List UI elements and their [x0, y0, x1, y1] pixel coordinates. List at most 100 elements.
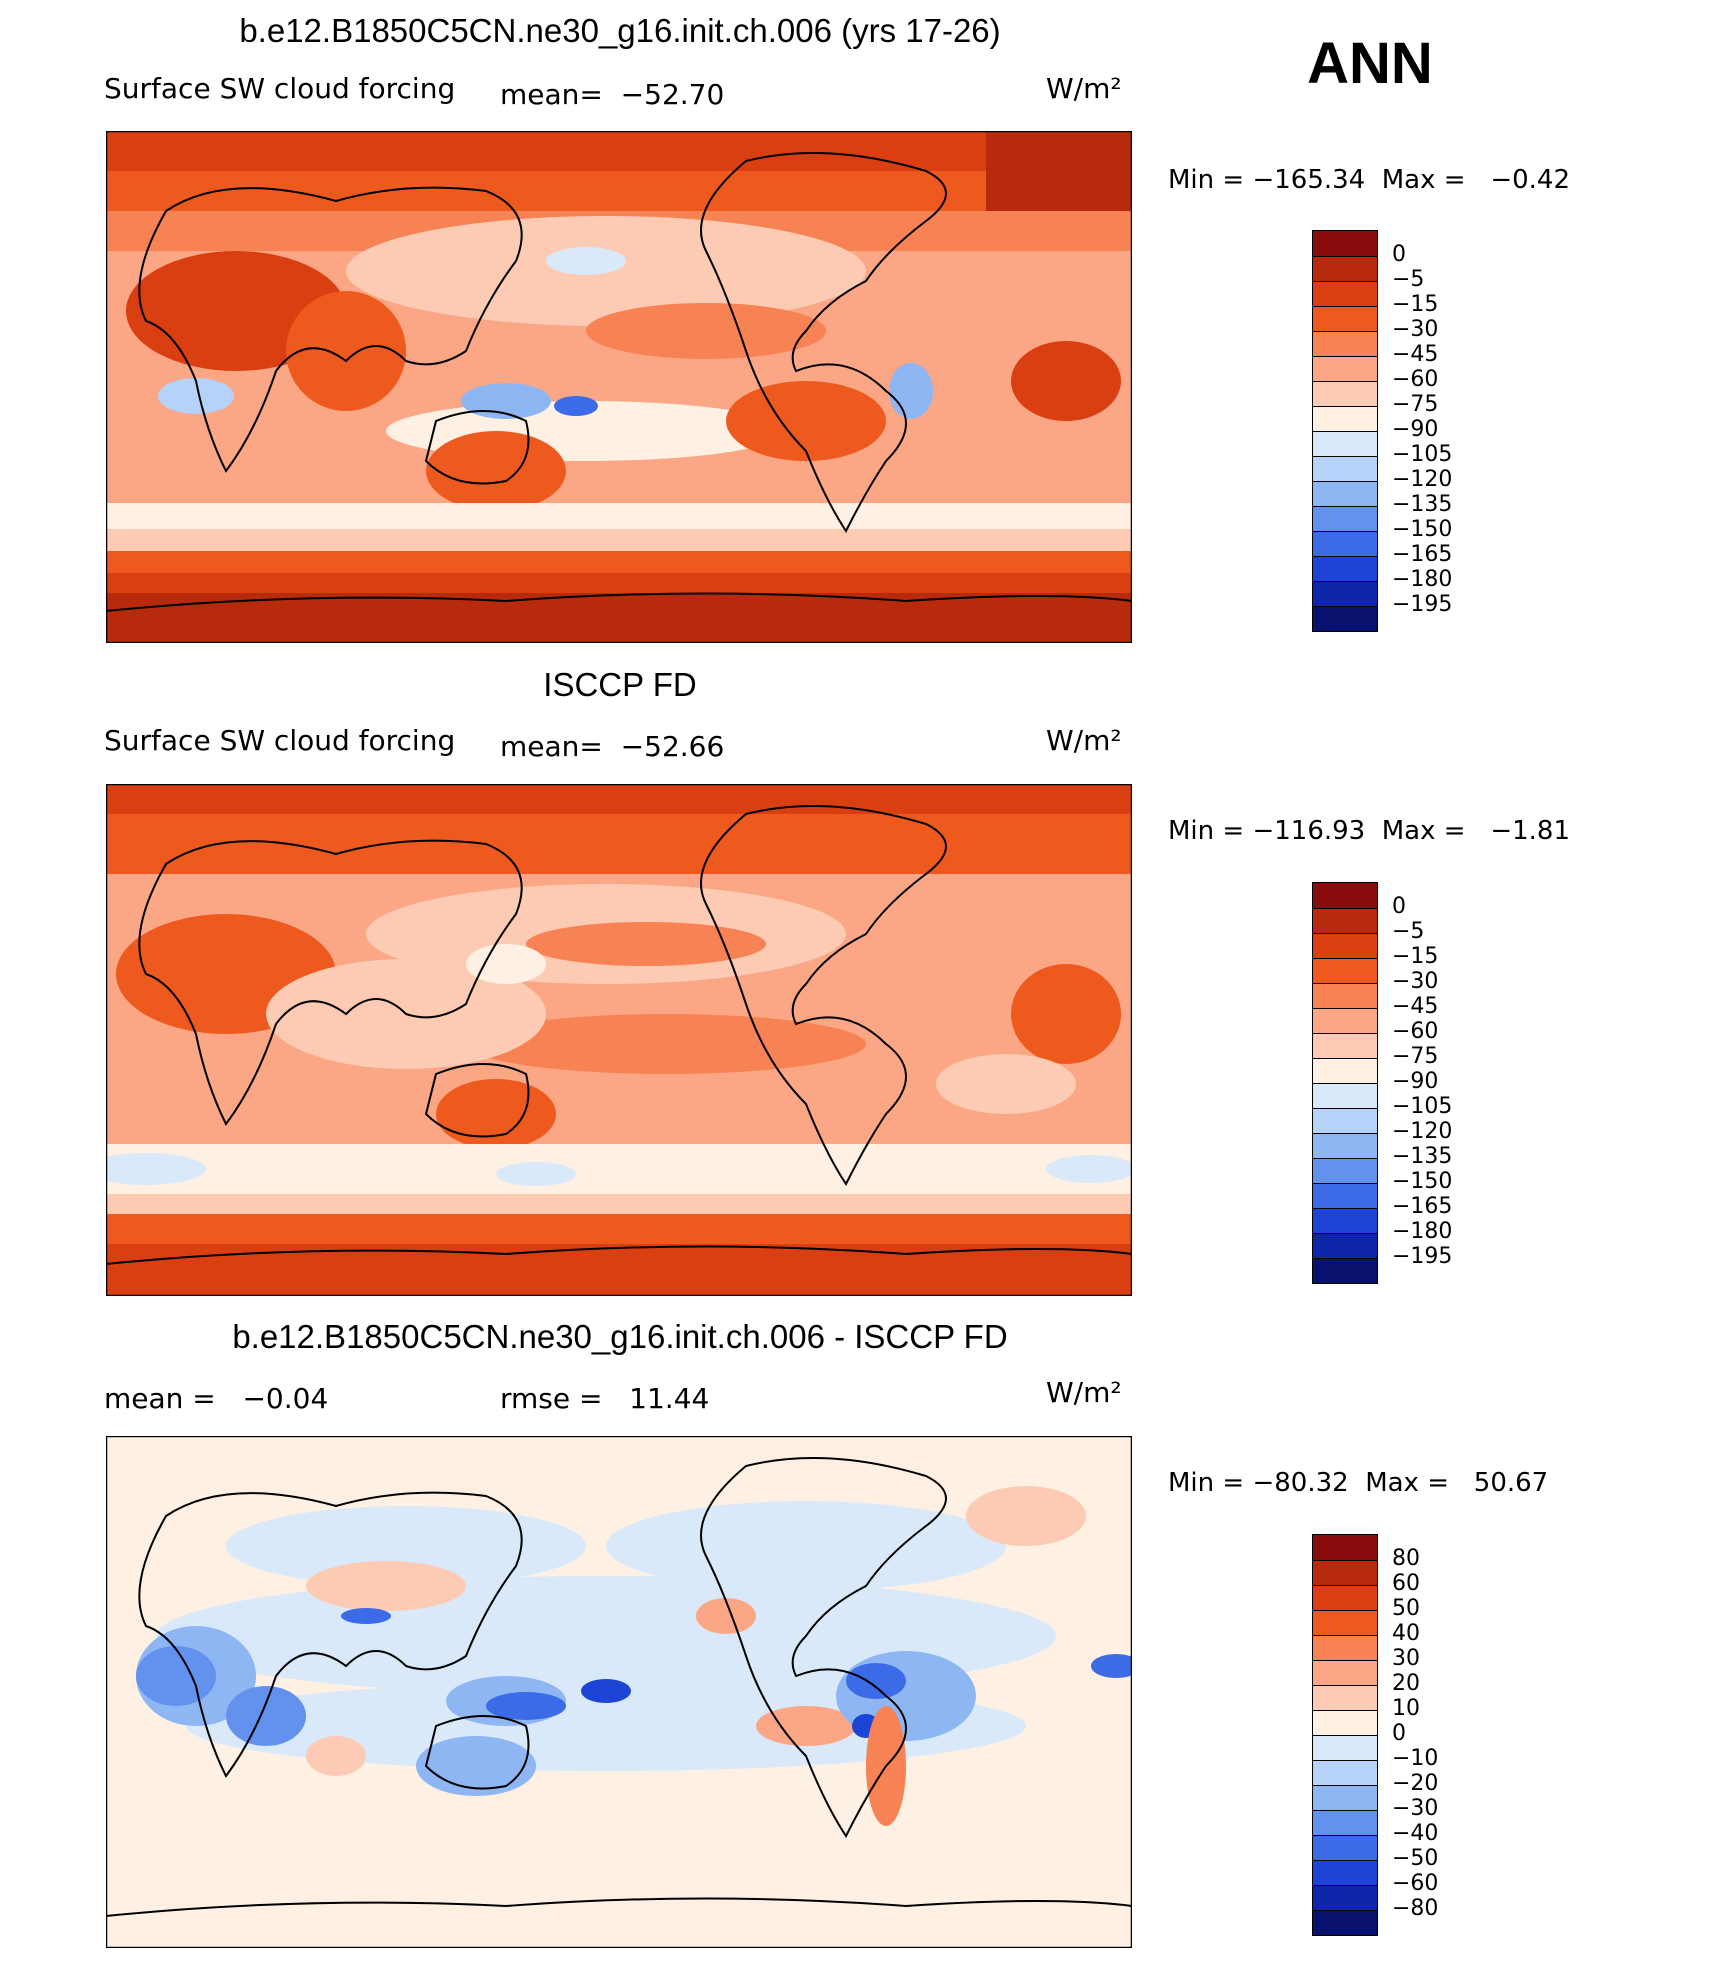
colorbar-swatches — [1312, 882, 1378, 1284]
panel-1-title: b.e12.B1850C5CN.ne30_g16.init.ch.006 (yr… — [239, 12, 1001, 49]
panel-2-minmax: Min = −116.93 Max = −1.81 — [1168, 816, 1571, 846]
colorbar-swatch — [1313, 1133, 1377, 1158]
colorbar-tick-label: −15 — [1392, 944, 1439, 969]
colorbar-swatch — [1313, 983, 1377, 1008]
colorbar-tick-label: −165 — [1392, 542, 1453, 567]
colorbar-tick-label: −40 — [1392, 1821, 1439, 1846]
panel-2-colorbar: 0 −5 −15 −30 −45 −60 −75 −90 −105 −120 −135 −150 −16… — [1312, 882, 1452, 1284]
panel-3-mean-label: mean = −0.04 — [104, 1382, 329, 1415]
colorbar-swatch — [1313, 958, 1377, 983]
colorbar-swatch — [1313, 1760, 1377, 1785]
colorbar-swatch — [1313, 556, 1377, 581]
colorbar-swatch — [1313, 1660, 1377, 1685]
colorbar-swatch — [1313, 281, 1377, 306]
panel-2-units-label: W/m² — [1046, 724, 1122, 757]
panel-2-title: ISCCP FD — [543, 666, 697, 703]
panel-3-units-label: W/m² — [1046, 1376, 1122, 1409]
colorbar-tick-label: −195 — [1392, 592, 1453, 617]
colorbar-swatch — [1313, 506, 1377, 531]
panel-3-title: b.e12.B1850C5CN.ne30_g16.init.ch.006 - I… — [232, 1318, 1008, 1355]
panel-3-rmse-label: rmse = 11.44 — [500, 1382, 710, 1415]
colorbar-tick-label: −15 — [1392, 292, 1439, 317]
colorbar-swatch — [1313, 1810, 1377, 1835]
colorbar-tick-label: −50 — [1392, 1846, 1439, 1871]
colorbar-tick-label: −195 — [1392, 1244, 1453, 1269]
panel-3-minmax: Min = −80.32 Max = 50.67 — [1168, 1468, 1549, 1498]
colorbar-swatch — [1313, 1083, 1377, 1108]
colorbar-tick-label: −120 — [1392, 467, 1453, 492]
colorbar-tick-label: 80 — [1392, 1546, 1420, 1571]
colorbar-tick-label: −75 — [1392, 392, 1439, 417]
colorbar-tick-label: −150 — [1392, 517, 1453, 542]
colorbar-tick-label: −5 — [1392, 267, 1425, 292]
panel-3-colorbar: 80 60 50 40 30 20 10 0 −10 −20 −30 −40 −50 −60 −80 — [1312, 1534, 1438, 1936]
colorbar-tick-label: −30 — [1392, 969, 1439, 994]
colorbar-tick-label: −30 — [1392, 317, 1439, 342]
panel-2-mean-label: mean= −52.66 — [500, 730, 725, 763]
colorbar-swatch — [1313, 356, 1377, 381]
colorbar-swatch — [1313, 908, 1377, 933]
colorbar-swatch — [1313, 1635, 1377, 1660]
colorbar-tick-label: −135 — [1392, 492, 1453, 517]
colorbar-swatch — [1313, 1785, 1377, 1810]
colorbar-swatch — [1313, 1610, 1377, 1635]
colorbar-tick-label: −30 — [1392, 1796, 1439, 1821]
colorbar-tick-label: 0 — [1392, 242, 1406, 267]
colorbar-tick-label: −20 — [1392, 1771, 1439, 1796]
colorbar-swatch — [1313, 456, 1377, 481]
colorbar-tick-label: −45 — [1392, 342, 1439, 367]
panel-1-colorbar: 0 −5 −15 −30 −45 −60 −75 −90 −105 −120 −135 −150 −16… — [1312, 230, 1452, 632]
colorbar-tick-label: −180 — [1392, 567, 1453, 592]
colorbar-swatch — [1313, 1685, 1377, 1710]
colorbar-tick-label: −10 — [1392, 1746, 1439, 1771]
colorbar-tick-label: 20 — [1392, 1671, 1420, 1696]
colorbar-tick-label: −165 — [1392, 1194, 1453, 1219]
season-label: ANN — [1307, 31, 1433, 96]
colorbar-swatch — [1313, 1735, 1377, 1760]
colorbar-tick-label: −80 — [1392, 1896, 1439, 1921]
colorbar-tick-label: −60 — [1392, 367, 1439, 392]
panel-2-map — [106, 784, 1132, 1296]
panel-1-variable-label: Surface SW cloud forcing — [104, 72, 456, 105]
colorbar-swatch — [1313, 231, 1377, 256]
colorbar-swatches — [1312, 230, 1378, 632]
colorbar-swatch — [1313, 883, 1377, 908]
colorbar-swatch — [1313, 1183, 1377, 1208]
panel-1-minmax: Min = −165.34 Max = −0.42 — [1168, 165, 1571, 195]
colorbar-swatch — [1313, 581, 1377, 606]
colorbar-swatch — [1313, 1585, 1377, 1610]
colorbar-swatch — [1313, 256, 1377, 281]
colorbar-tick-label: −180 — [1392, 1219, 1453, 1244]
panel-2-variable-label: Surface SW cloud forcing — [104, 724, 456, 757]
colorbar-swatch — [1313, 406, 1377, 431]
colorbar-swatch — [1313, 1108, 1377, 1133]
colorbar-swatch — [1313, 481, 1377, 506]
colorbar-tick-label: −75 — [1392, 1044, 1439, 1069]
colorbar-tick-label: −150 — [1392, 1169, 1453, 1194]
colorbar-tick-label: −105 — [1392, 1094, 1453, 1119]
colorbar-tick-label: 0 — [1392, 894, 1406, 919]
colorbar-swatch — [1313, 1058, 1377, 1083]
colorbar-swatch — [1313, 306, 1377, 331]
colorbar-tick-label: −105 — [1392, 442, 1453, 467]
colorbar-swatch — [1313, 1208, 1377, 1233]
colorbar-tick-label: −60 — [1392, 1019, 1439, 1044]
colorbar-tick-label: 60 — [1392, 1571, 1420, 1596]
panel-1-map — [106, 131, 1132, 643]
colorbar-tick-label: 0 — [1392, 1721, 1406, 1746]
colorbar-tick-label: 10 — [1392, 1696, 1420, 1721]
panel-3-map — [106, 1436, 1132, 1948]
colorbar-tick-label: −90 — [1392, 1069, 1439, 1094]
colorbar-swatch — [1313, 1710, 1377, 1735]
colorbar-swatch — [1313, 1860, 1377, 1885]
colorbar-swatch — [1313, 531, 1377, 556]
colorbar-swatch — [1313, 1008, 1377, 1033]
colorbar-swatch — [1313, 1885, 1377, 1910]
colorbar-swatch — [1313, 1560, 1377, 1585]
colorbar-tick-label: 50 — [1392, 1596, 1420, 1621]
panel-1-units-label: W/m² — [1046, 72, 1122, 105]
colorbar-swatch — [1313, 1258, 1377, 1283]
colorbar-swatch — [1313, 331, 1377, 356]
colorbar-tick-label: −5 — [1392, 919, 1425, 944]
colorbar-swatch — [1313, 1233, 1377, 1258]
